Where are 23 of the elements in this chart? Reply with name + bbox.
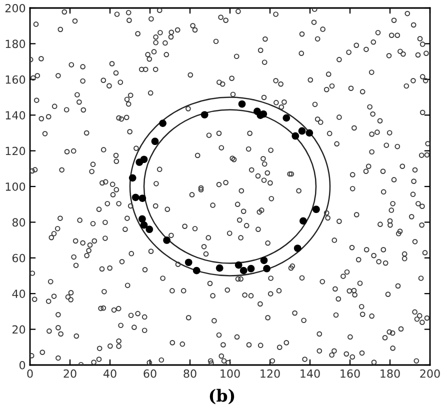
x-tick-label: 100 [220, 369, 240, 378]
x-tick-label: 160 [340, 369, 360, 378]
y-tick-label: 80 [12, 218, 26, 227]
x-tick-label: 140 [300, 369, 320, 378]
x-tick-label: 20 [64, 369, 76, 378]
x-tick-label: 40 [103, 369, 116, 378]
y-tick-label: 100 [6, 182, 26, 191]
x-tick-label: 60 [144, 369, 156, 378]
y-tick-label: 160 [6, 75, 26, 84]
y-tick-label: 120 [6, 146, 26, 156]
x-tick-label: 0 [27, 369, 33, 378]
text: (b) [210, 388, 234, 404]
x-tick-label: 80 [184, 369, 196, 378]
x-tick-label: 180 [380, 369, 400, 378]
x-tick-label: 200 [420, 369, 440, 378]
y-tick-label: 180 [6, 40, 26, 48]
y-tick-label: 140 [6, 111, 26, 120]
y-tick-label: 200 [5, 4, 26, 12]
x-tick-label: 120 [260, 369, 280, 378]
y-tick-label: 0 [19, 360, 26, 370]
y-tick-label: 40 [12, 290, 26, 298]
y-tick-label: 60 [12, 254, 26, 262]
y-tick-label: 20 [12, 325, 26, 334]
